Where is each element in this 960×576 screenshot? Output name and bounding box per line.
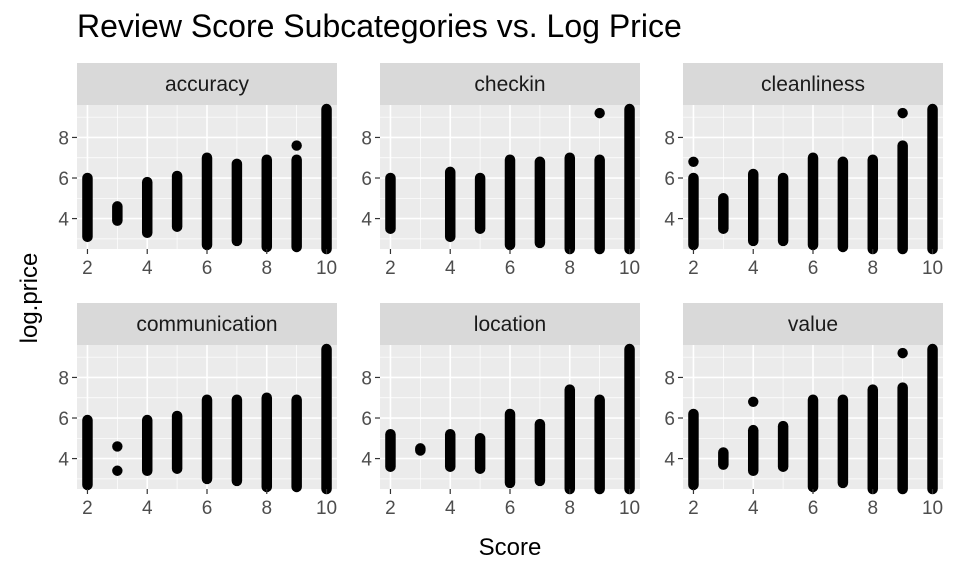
data-point-checkin-9 bbox=[594, 107, 605, 119]
x-tick-label: 10 bbox=[619, 258, 640, 279]
x-tick-label: 4 bbox=[142, 498, 153, 519]
facet-strip-checkin bbox=[380, 63, 640, 105]
x-tick-label: 4 bbox=[748, 498, 759, 519]
y-tick-label: 8 bbox=[664, 128, 675, 149]
x-tick-label: 8 bbox=[867, 258, 878, 279]
x-tick-label: 2 bbox=[385, 258, 396, 279]
facet-label-location: location bbox=[474, 313, 546, 336]
y-tick-label: 6 bbox=[58, 409, 69, 430]
facet-strip-communication bbox=[77, 303, 337, 345]
data-point-accuracy-9 bbox=[291, 140, 302, 151]
y-tick-label: 4 bbox=[58, 210, 69, 231]
y-tick-label: 6 bbox=[361, 169, 372, 190]
x-tick-label: 4 bbox=[142, 258, 153, 279]
y-tick-label: 6 bbox=[664, 409, 675, 430]
x-tick-label: 4 bbox=[445, 258, 456, 279]
data-point-cleanliness-9 bbox=[897, 107, 908, 119]
x-tick-label: 2 bbox=[82, 258, 93, 279]
y-tick-label: 8 bbox=[664, 368, 675, 389]
x-tick-label: 6 bbox=[505, 498, 516, 519]
x-tick-label: 8 bbox=[564, 498, 575, 519]
facet-label-cleanliness: cleanliness bbox=[761, 73, 865, 96]
x-tick-label: 8 bbox=[867, 498, 878, 519]
x-tick-label: 10 bbox=[619, 498, 640, 519]
x-tick-label: 6 bbox=[202, 498, 213, 519]
y-axis-title: log.price bbox=[16, 253, 43, 344]
y-tick-label: 8 bbox=[58, 128, 69, 149]
y-tick-label: 4 bbox=[664, 450, 675, 471]
y-tick-label: 8 bbox=[361, 128, 372, 149]
x-tick-label: 8 bbox=[261, 498, 272, 519]
x-tick-label: 4 bbox=[748, 258, 759, 279]
x-tick-label: 10 bbox=[922, 498, 943, 519]
x-tick-label: 8 bbox=[564, 258, 575, 279]
data-point-value-9 bbox=[897, 347, 908, 359]
x-axis-title: Score bbox=[479, 534, 542, 561]
data-point-cleanliness-2 bbox=[688, 156, 699, 167]
y-tick-label: 4 bbox=[361, 210, 372, 231]
y-tick-label: 6 bbox=[58, 169, 69, 190]
x-tick-label: 6 bbox=[505, 258, 516, 279]
facet-label-communication: communication bbox=[136, 313, 277, 336]
x-tick-label: 10 bbox=[316, 498, 337, 519]
y-tick-label: 4 bbox=[58, 450, 69, 471]
facet-label-checkin: checkin bbox=[474, 73, 545, 96]
x-tick-label: 6 bbox=[808, 258, 819, 279]
x-tick-label: 10 bbox=[316, 258, 337, 279]
data-point-value-4 bbox=[748, 396, 759, 407]
facet-strip-location bbox=[380, 303, 640, 345]
x-tick-label: 2 bbox=[688, 498, 699, 519]
y-tick-label: 8 bbox=[58, 368, 69, 389]
y-tick-label: 6 bbox=[361, 409, 372, 430]
x-tick-label: 4 bbox=[445, 498, 456, 519]
y-tick-label: 6 bbox=[664, 169, 675, 190]
x-tick-label: 6 bbox=[202, 258, 213, 279]
facet-label-accuracy: accuracy bbox=[165, 73, 250, 96]
x-tick-label: 2 bbox=[385, 498, 396, 519]
x-tick-label: 8 bbox=[261, 258, 272, 279]
data-point-communication-3 bbox=[112, 441, 123, 452]
data-point-communication-3 bbox=[112, 465, 123, 476]
facet-strip-cleanliness bbox=[683, 63, 943, 105]
facet-strip-value bbox=[683, 303, 943, 345]
y-tick-label: 4 bbox=[664, 210, 675, 231]
x-tick-label: 2 bbox=[688, 258, 699, 279]
x-tick-label: 10 bbox=[922, 258, 943, 279]
x-tick-label: 6 bbox=[808, 498, 819, 519]
facet-strip-accuracy bbox=[77, 63, 337, 105]
y-tick-label: 4 bbox=[361, 450, 372, 471]
chart-title: Review Score Subcategories vs. Log Price bbox=[77, 8, 682, 44]
x-tick-label: 2 bbox=[82, 498, 93, 519]
y-tick-label: 8 bbox=[361, 368, 372, 389]
facet-label-value: value bbox=[788, 313, 838, 336]
